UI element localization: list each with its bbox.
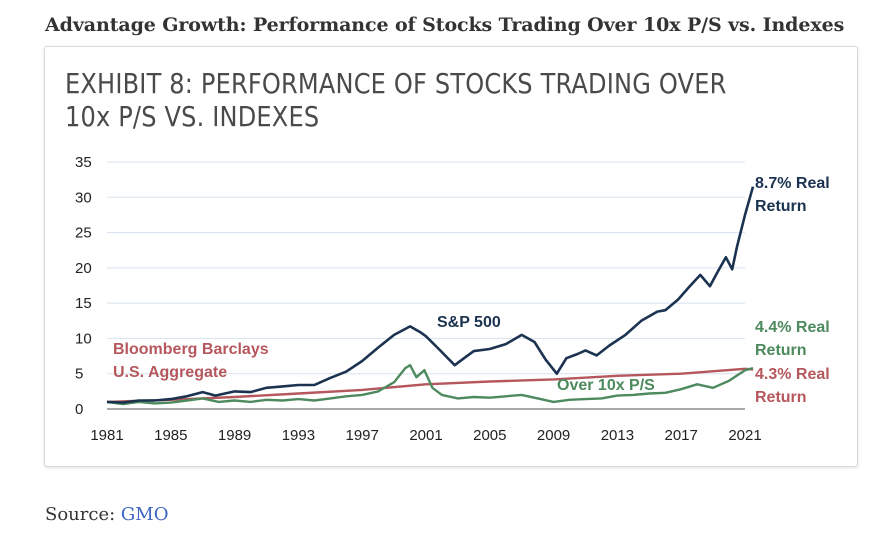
y-tick-label-25: 25 <box>75 225 92 242</box>
y-tick-label-20: 20 <box>75 260 92 277</box>
x-tick-label-1985: 1985 <box>154 427 187 444</box>
y-tick-label-35: 35 <box>75 154 92 171</box>
end-label-sp500-line-1: 8.7% Real <box>755 175 830 192</box>
y-tick-label-0: 0 <box>75 401 83 418</box>
x-tick-label-2017: 2017 <box>665 427 698 444</box>
series-label-over-10x-ps: Over 10x P/S <box>557 377 655 394</box>
source-label: Source: <box>45 504 116 525</box>
end-label-sp500-line-2: Return <box>755 198 807 215</box>
source-link-gmo[interactable]: GMO <box>120 504 169 525</box>
x-tick-label-1989: 1989 <box>218 427 251 444</box>
end-label-over-10x-ps-line-1: 4.4% Real <box>755 319 830 336</box>
series-line-s-p-500 <box>106 186 755 404</box>
line-chart: 0 5 10 15 20 25 30 35 1981 1985 1989 1993 1997 2001 20… <box>75 154 830 444</box>
end-label-over-10x-ps-line-2: Return <box>755 342 807 359</box>
end-label-aggregate-line-1: 4.3% Real <box>755 366 830 383</box>
x-tick-label-2021: 2021 <box>728 427 761 444</box>
end-label-aggregate-line-2: Return <box>755 389 807 406</box>
y-tick-label-5: 5 <box>75 366 83 383</box>
y-tick-label-30: 30 <box>75 189 92 206</box>
series-line-bloomberg-barclays-u-s-aggregate <box>106 367 754 404</box>
chart-title-line-2: 10x P/S VS. INDEXES <box>65 100 320 133</box>
y-tick-label-15: 15 <box>75 295 92 312</box>
x-tick-label-2005: 2005 <box>473 427 506 444</box>
series-label-aggregate-line-1: Bloomberg Barclays <box>113 341 269 358</box>
series-line-over-10x-p-s <box>106 364 754 406</box>
x-tick-label-2013: 2013 <box>601 427 634 444</box>
x-tick-label-1997: 1997 <box>346 427 379 444</box>
x-tick-label-1993: 1993 <box>282 427 315 444</box>
chart-title-line-1: EXHIBIT 8: PERFORMANCE OF STOCKS TRADING… <box>65 67 727 100</box>
x-tick-label-2001: 2001 <box>409 427 442 444</box>
source-line: Source: GMO <box>45 504 168 525</box>
chart-title: EXHIBIT 8: PERFORMANCE OF STOCKS TRADING… <box>65 67 822 133</box>
series-label-sp500: S&P 500 <box>437 314 501 331</box>
y-tick-label-10: 10 <box>75 330 92 347</box>
x-tick-label-2009: 2009 <box>537 427 570 444</box>
page-heading: Advantage Growth: Performance of Stocks … <box>45 14 845 36</box>
x-tick-label-1981: 1981 <box>90 427 123 444</box>
figure-card: EXHIBIT 8: PERFORMANCE OF STOCKS TRADING… <box>44 46 858 467</box>
series-label-aggregate-line-2: U.S. Aggregate <box>113 364 227 381</box>
